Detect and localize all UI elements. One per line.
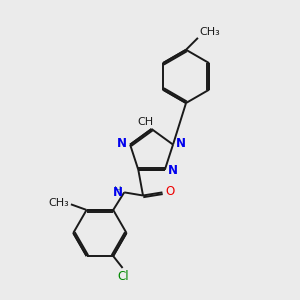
Text: CH₃: CH₃: [48, 198, 69, 208]
Text: N: N: [112, 187, 123, 200]
Text: Cl: Cl: [117, 271, 129, 284]
Text: N: N: [168, 164, 178, 177]
Text: N: N: [176, 137, 186, 150]
Text: CH: CH: [138, 116, 154, 127]
Text: CH₃: CH₃: [200, 27, 220, 37]
Text: O: O: [166, 185, 175, 198]
Text: H: H: [114, 186, 122, 196]
Text: N: N: [117, 137, 127, 150]
